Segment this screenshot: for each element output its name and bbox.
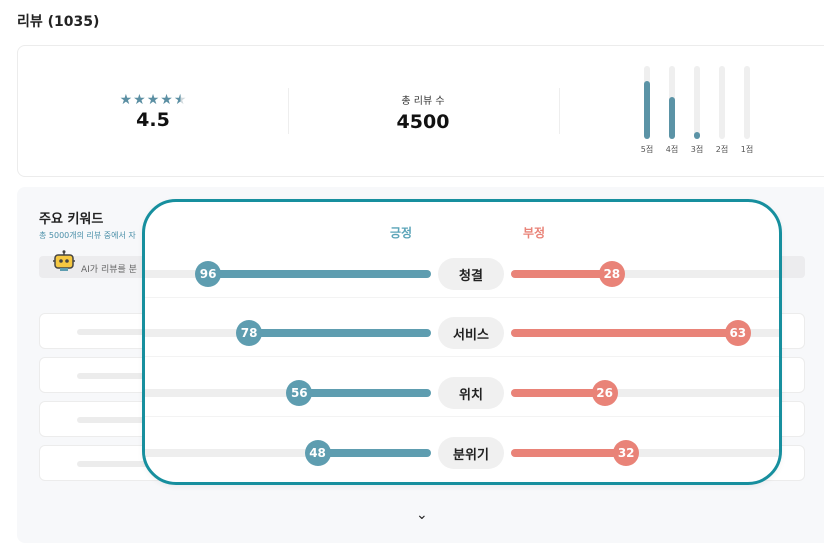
positive-bar-end	[423, 329, 431, 337]
divider	[559, 88, 560, 134]
keyword-label: 청결	[438, 258, 504, 290]
positive-bar-track	[145, 389, 427, 397]
negative-score-badge: 63	[724, 320, 751, 346]
robot-icon	[53, 250, 75, 271]
rating-distribution-column: 5점	[635, 66, 659, 155]
negative-header: 부정	[523, 226, 546, 240]
placeholder-line	[77, 417, 167, 423]
rating-value: 4.5	[136, 109, 170, 131]
divider	[288, 88, 289, 134]
placeholder-line	[77, 373, 167, 379]
negative-bar-track	[511, 270, 779, 278]
negative-score-badge: 26	[591, 380, 618, 406]
keyword-row: 48 분위기 32	[145, 430, 779, 476]
rating-distribution-track	[744, 66, 750, 139]
keyword-row: 78 서비스 63	[145, 310, 779, 357]
rating-stars: ★ ★ ★ ★ ★	[120, 93, 187, 107]
review-count-label: 총 리뷰 수	[401, 95, 445, 107]
keyword-label: 서비스	[438, 317, 504, 349]
negative-score-badge: 28	[598, 261, 625, 287]
negative-score-badge: 32	[613, 440, 640, 466]
keyword-section-subtitle: 총 5000개의 리뷰 중에서 자	[39, 231, 136, 240]
rating-distribution-fill	[669, 97, 675, 139]
positive-bar-fill	[249, 329, 427, 337]
keyword-label: 분위기	[438, 437, 504, 469]
negative-bar-fill	[511, 449, 627, 457]
positive-bar-fill	[208, 270, 427, 278]
keyword-row: 56 위치 26	[145, 370, 779, 417]
positive-score-badge: 78	[236, 320, 263, 346]
ai-summary-text: AI가 리뷰를 분	[81, 265, 137, 275]
negative-bar-track	[511, 389, 779, 397]
rating-distribution-track	[669, 66, 675, 139]
rating-distribution-track	[694, 66, 700, 139]
review-summary-card: ★ ★ ★ ★ ★ 4.5 총 리뷰 수 4500 5점 4점 3점 2점 1점	[17, 45, 824, 177]
positive-bar-fill	[317, 449, 427, 457]
positive-score-badge: 96	[195, 261, 222, 287]
rating-distribution-column: 3점	[685, 66, 709, 155]
rating-distribution-fill	[644, 81, 650, 139]
rating-distribution-column: 2점	[710, 66, 734, 155]
placeholder-line	[77, 461, 167, 467]
negative-bar-fill	[511, 270, 612, 278]
row-divider	[145, 297, 779, 298]
star-icon: ★	[119, 92, 133, 108]
star-icon: ★	[146, 92, 160, 108]
positive-bar-end	[423, 449, 431, 457]
positive-header: 긍정	[390, 226, 413, 240]
star-half-icon: ★	[173, 92, 187, 108]
review-count-value: 4500	[396, 110, 450, 133]
keyword-label: 위치	[438, 377, 504, 409]
page-title: 리뷰 (1035)	[17, 14, 100, 30]
positive-bar-end	[423, 389, 431, 397]
placeholder-line	[77, 329, 167, 335]
row-divider	[145, 356, 779, 357]
negative-bar-fill	[511, 329, 738, 337]
positive-bar-fill	[299, 389, 427, 397]
rating-distribution-column: 1점	[735, 66, 759, 155]
keyword-section-title: 주요 키워드	[39, 212, 104, 227]
rating-distribution-column: 4점	[660, 66, 684, 155]
average-rating: ★ ★ ★ ★ ★ 4.5	[88, 46, 218, 178]
rating-distribution: 5점 4점 3점 2점 1점	[635, 66, 775, 166]
positive-score-badge: 48	[304, 440, 331, 466]
star-icon: ★	[133, 92, 146, 108]
keyword-sentiment-card: 긍정 부정 96 청결 28 78 서비스 63 56 위치 26 48 분위기 32	[142, 199, 782, 485]
chevron-down-icon[interactable]: ⌄	[416, 507, 428, 523]
review-count: 총 리뷰 수 4500	[358, 46, 488, 178]
negative-bar-fill	[511, 389, 605, 397]
negative-bar-track	[511, 449, 779, 457]
rating-distribution-label: 3점	[690, 145, 704, 154]
rating-distribution-fill	[694, 132, 700, 139]
rating-distribution-track	[644, 66, 650, 139]
rating-distribution-track	[719, 66, 725, 139]
positive-bar-track	[145, 449, 427, 457]
positive-score-badge: 56	[286, 380, 313, 406]
rating-distribution-label: 1점	[740, 145, 754, 154]
star-icon: ★	[160, 92, 173, 108]
positive-bar-end	[423, 270, 431, 278]
row-divider	[145, 416, 779, 417]
rating-distribution-label: 4점	[665, 145, 679, 154]
rating-distribution-label: 5점	[640, 145, 654, 154]
rating-distribution-label: 2점	[715, 145, 729, 154]
keyword-row: 96 청결 28	[145, 251, 779, 298]
